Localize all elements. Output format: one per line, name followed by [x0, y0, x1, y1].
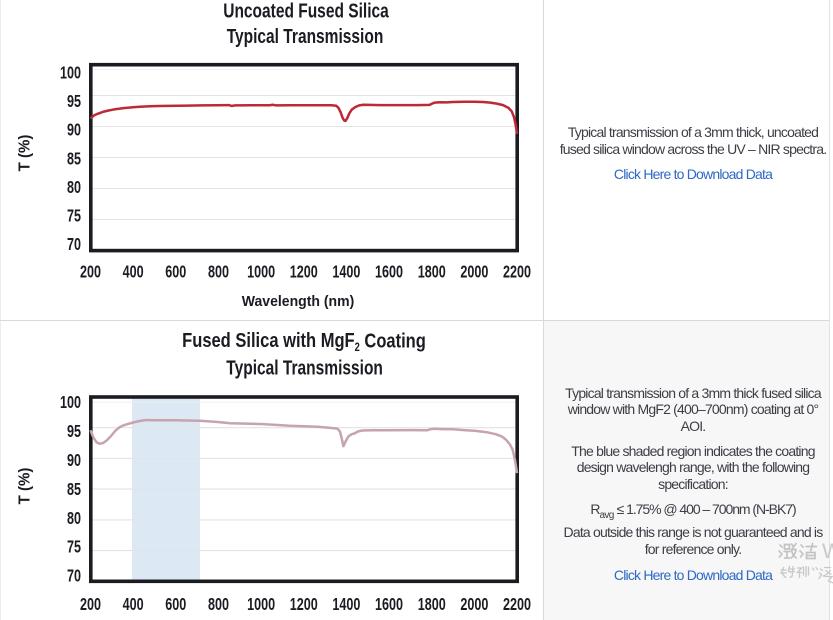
svg-text:200: 200 [80, 595, 101, 615]
svg-text:T (%): T (%) [16, 468, 34, 505]
svg-text:1200: 1200 [290, 262, 318, 282]
svg-text:600: 600 [165, 595, 186, 615]
svg-text:T (%): T (%) [16, 135, 34, 172]
svg-text:85: 85 [67, 149, 81, 169]
svg-text:1800: 1800 [418, 262, 446, 282]
svg-text:1000: 1000 [247, 262, 275, 282]
svg-text:95: 95 [67, 92, 81, 112]
svg-text:2200: 2200 [503, 262, 531, 282]
svg-text:100: 100 [60, 63, 81, 83]
svg-text:70: 70 [67, 567, 81, 587]
svg-text:90: 90 [67, 121, 81, 141]
svg-text:800: 800 [208, 595, 229, 615]
svg-text:75: 75 [67, 538, 81, 558]
svg-text:85: 85 [67, 480, 81, 500]
svg-text:1400: 1400 [332, 262, 360, 282]
svg-text:1600: 1600 [375, 595, 403, 615]
svg-text:1600: 1600 [375, 262, 403, 282]
svg-text:80: 80 [67, 178, 81, 198]
svg-text:2000: 2000 [460, 595, 488, 615]
svg-text:100: 100 [60, 393, 81, 413]
svg-text:800: 800 [208, 262, 229, 282]
svg-text:1400: 1400 [332, 595, 360, 615]
svg-text:200: 200 [80, 262, 101, 282]
svg-text:Typical Transmission: Typical Transmission [227, 25, 384, 48]
svg-text:400: 400 [123, 595, 144, 615]
svg-text:80: 80 [67, 509, 81, 529]
svg-text:2000: 2000 [460, 262, 488, 282]
svg-text:Uncoated Fused Silica: Uncoated Fused Silica [223, 0, 389, 22]
svg-text:600: 600 [165, 262, 186, 282]
svg-text:95: 95 [67, 422, 81, 442]
svg-text:1800: 1800 [418, 595, 446, 615]
svg-text:1000: 1000 [247, 595, 275, 615]
svg-text:W: W [822, 540, 833, 563]
svg-text:90: 90 [67, 451, 81, 471]
svg-text:1200: 1200 [290, 595, 318, 615]
svg-text:Wavelength (nm): Wavelength (nm) [242, 294, 355, 311]
svg-text:75: 75 [67, 206, 81, 226]
svg-text:Typical Transmission: Typical Transmission [226, 357, 383, 380]
svg-text:Fused Silica with MgF2 Coating: Fused Silica with MgF2 Coating [182, 328, 426, 353]
svg-text:2200: 2200 [503, 595, 531, 615]
svg-text:400: 400 [123, 262, 144, 282]
svg-text:70: 70 [67, 235, 81, 255]
